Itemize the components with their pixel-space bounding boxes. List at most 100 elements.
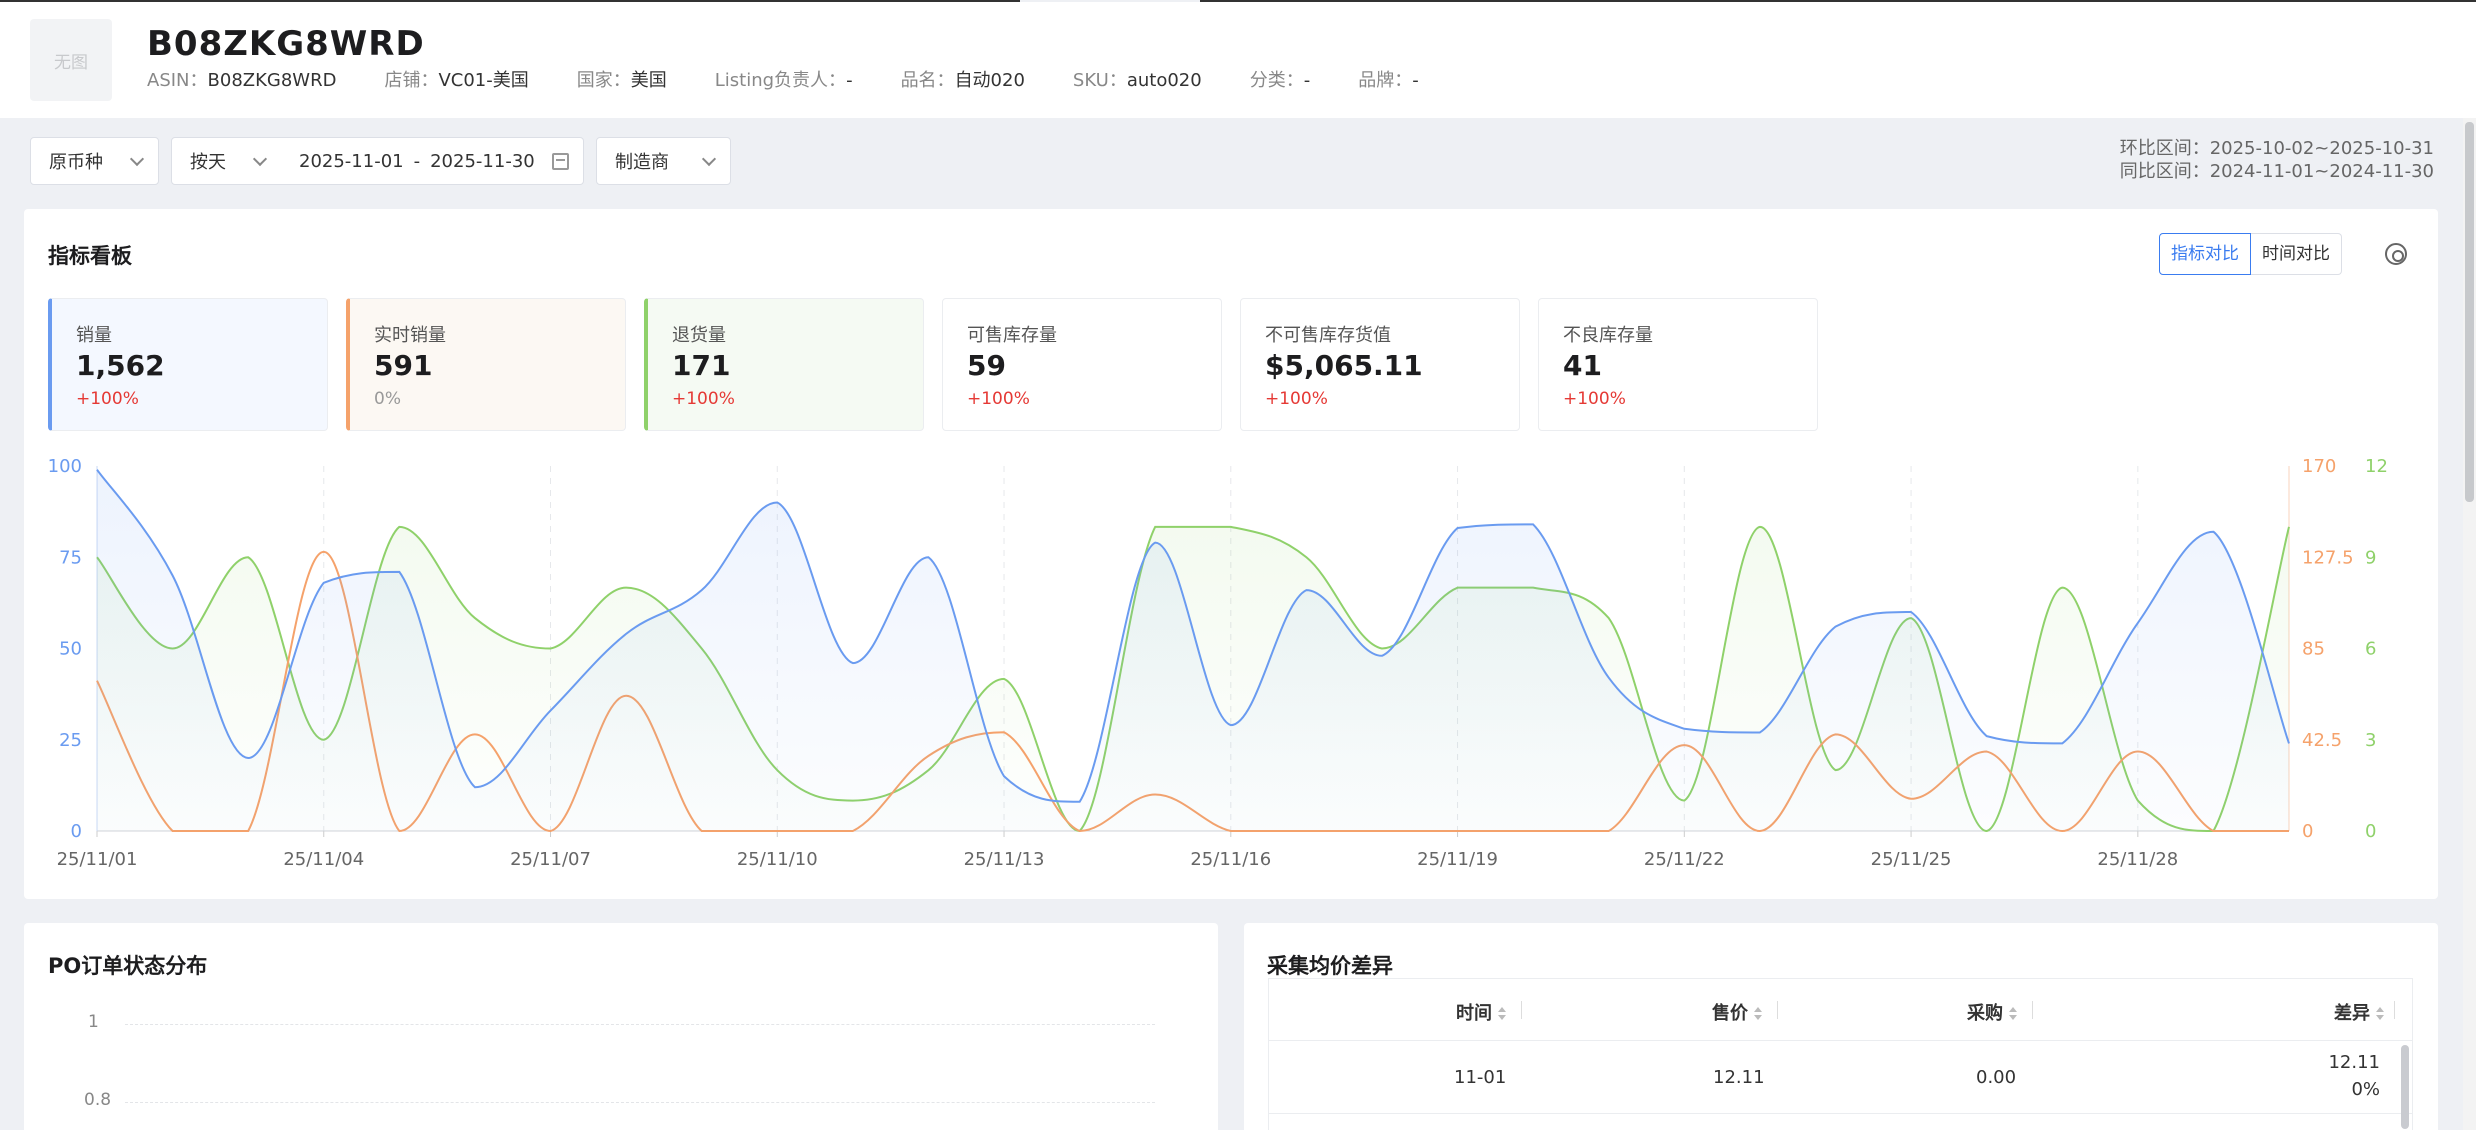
- currency-select[interactable]: 原币种: [30, 137, 159, 185]
- meta-label: 分类：: [1249, 70, 1304, 91]
- column-label: 差异: [2334, 1003, 2370, 1024]
- col-time-header[interactable]: 时间: [1456, 999, 1506, 1025]
- table-scrollbar[interactable]: [2401, 1045, 2409, 1129]
- x-tick-label: 25/11/04: [283, 849, 364, 870]
- meta-item: 分类：-: [1250, 66, 1311, 92]
- kpi-label: 不良库存量: [1563, 325, 1653, 346]
- kpi-card[interactable]: 退货量 171 +100%: [644, 298, 924, 431]
- po-status-panel: [24, 923, 1218, 1130]
- mom-range: 环比区间：2025-10-02~2025-10-31: [2119, 138, 2434, 159]
- compare-mode-toggle: 指标对比 时间对比: [2159, 233, 2342, 275]
- thumbnail-placeholder-text: 无图: [54, 52, 88, 73]
- cell-diff-pct: 0%: [2351, 1079, 2380, 1100]
- y-tick-label: 100: [48, 456, 82, 477]
- meta-label: ASIN：: [147, 70, 208, 91]
- date-separator: -: [413, 150, 421, 172]
- y-tick-label: 0: [71, 821, 82, 842]
- x-tick-label: 25/11/19: [1417, 849, 1498, 870]
- column-label: 售价: [1712, 1003, 1748, 1024]
- y-tick-label: 42.5: [2302, 730, 2342, 751]
- time-compare-button[interactable]: 时间对比: [2251, 233, 2342, 275]
- x-tick-label: 25/11/25: [1871, 849, 1952, 870]
- meta-label: SKU：: [1072, 70, 1127, 91]
- date-end: 2025-11-30: [430, 150, 535, 172]
- meta-item: 品名：自动020: [901, 66, 1025, 92]
- sort-icon: [2376, 1007, 2384, 1021]
- x-tick-label: 25/11/10: [737, 849, 818, 870]
- po-y-tick: 1: [88, 1012, 99, 1032]
- meta-value: auto020: [1126, 70, 1202, 91]
- kpi-card[interactable]: 不可售库存货值 $5,065.11 +100%: [1240, 298, 1520, 431]
- granularity-select-value: 按天: [190, 152, 226, 173]
- sort-icon: [1754, 1007, 1762, 1021]
- y-tick-label: 12: [2365, 456, 2388, 477]
- date-start: 2025-11-01: [299, 150, 404, 172]
- col-price-header[interactable]: 售价: [1712, 999, 1762, 1025]
- page-scrollbar-thumb[interactable]: [2465, 122, 2474, 502]
- meta-value: 自动020: [954, 70, 1025, 91]
- po-status-title: PO订单状态分布: [48, 954, 208, 978]
- col-purchase-header[interactable]: 采购: [1967, 999, 2017, 1025]
- x-tick-label: 25/11/13: [964, 849, 1045, 870]
- top-border-left: [0, 0, 1020, 2]
- meta-label: Listing负责人：: [714, 70, 847, 91]
- kpi-change: +100%: [1563, 389, 1626, 409]
- granularity-select[interactable]: 按天: [171, 137, 282, 185]
- price-diff-table: 时间 售价 采购 差异 11-01 12.11 0.00 12.11 0%: [1268, 978, 2413, 1130]
- y-tick-label: 85: [2302, 639, 2325, 660]
- settings-icon[interactable]: [2385, 243, 2407, 265]
- currency-select-value: 原币种: [49, 152, 103, 173]
- kpi-label: 退货量: [672, 325, 726, 346]
- y-tick-label: 6: [2365, 639, 2376, 660]
- column-label: 时间: [1456, 1003, 1492, 1024]
- y-tick-label: 3: [2365, 730, 2376, 751]
- role-select[interactable]: 制造商: [596, 137, 731, 185]
- meta-value: -: [1412, 70, 1419, 91]
- role-select-value: 制造商: [615, 152, 669, 173]
- kpi-change: +100%: [76, 389, 139, 409]
- meta-item: ASIN：B08ZKG8WRD: [147, 66, 336, 92]
- meta-value: -: [1303, 70, 1311, 91]
- meta-item: SKU：auto020: [1073, 66, 1202, 92]
- kpi-label: 实时销量: [374, 325, 446, 346]
- column-label: 采购: [1967, 1003, 2003, 1024]
- column-divider: [1777, 1001, 1778, 1019]
- meta-value: -: [846, 70, 853, 91]
- date-range-picker[interactable]: 2025-11-01 - 2025-11-30: [281, 137, 584, 185]
- kpi-label: 可售库存量: [967, 325, 1057, 346]
- y-tick-label: 75: [59, 547, 82, 568]
- kpi-change: 0%: [374, 389, 401, 409]
- series-area: [97, 469, 2289, 831]
- y-tick-label: 0: [2365, 821, 2376, 842]
- kpi-card[interactable]: 销量 1,562 +100%: [48, 298, 328, 431]
- product-meta: ASIN：B08ZKG8WRD 店铺：VC01-美国 国家：美国 Listing负责人…: [147, 66, 1467, 92]
- cell-price: 12.11: [1713, 1067, 1765, 1088]
- kpi-label: 销量: [76, 325, 112, 346]
- kpi-change: +100%: [672, 389, 735, 409]
- kpi-card[interactable]: 不良库存量 41 +100%: [1538, 298, 1818, 431]
- kpi-value: 591: [374, 349, 433, 382]
- dashboard-title: 指标看板: [48, 244, 132, 268]
- x-tick-label: 25/11/16: [1190, 849, 1271, 870]
- calendar-icon: [552, 153, 569, 170]
- page-scrollbar[interactable]: [2463, 118, 2476, 1130]
- meta-item: 国家：美国: [577, 66, 667, 92]
- table-row-divider: [1269, 1113, 2412, 1114]
- meta-item: Listing负责人：-: [715, 66, 853, 92]
- x-tick-label: 25/11/01: [57, 849, 138, 870]
- y-tick-label: 0: [2302, 821, 2313, 842]
- po-gridline: [125, 1102, 1155, 1103]
- sort-icon: [1498, 1007, 1506, 1021]
- kpi-label: 不可售库存货值: [1265, 325, 1391, 346]
- col-diff-header[interactable]: 差异: [2334, 999, 2384, 1025]
- product-thumbnail: 无图: [30, 19, 112, 101]
- meta-label: 国家：: [576, 70, 631, 91]
- product-title: B08ZKG8WRD: [147, 24, 425, 64]
- meta-item: 店铺：VC01-美国: [384, 66, 528, 92]
- kpi-card[interactable]: 实时销量 591 0%: [346, 298, 626, 431]
- y-tick-label: 170: [2302, 456, 2336, 477]
- kpi-card[interactable]: 可售库存量 59 +100%: [942, 298, 1222, 431]
- compare-ranges: 环比区间：2025-10-02~2025-10-31 同比区间：2024-11-…: [2120, 137, 2434, 183]
- table-header: 时间 售价 采购 差异: [1269, 979, 2412, 1041]
- metric-compare-button[interactable]: 指标对比: [2159, 233, 2251, 275]
